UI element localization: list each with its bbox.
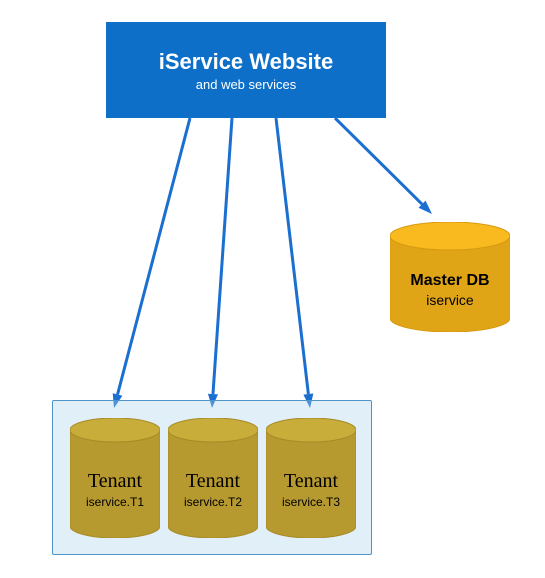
master-db-cylinder: Master DB iservice xyxy=(390,222,510,332)
tenant-subtitle-1: iservice.T1 xyxy=(70,495,160,509)
tenant-subtitle-3: iservice.T3 xyxy=(266,495,356,509)
header-box: iService Website and web services xyxy=(106,22,386,118)
tenant-cylinder-1: Tenant iservice.T1 xyxy=(70,418,160,538)
tenant-cylinder-2: Tenant iservice.T2 xyxy=(168,418,258,538)
tenant-title-2: Tenant xyxy=(168,470,258,493)
header-subtitle: and web services xyxy=(196,77,296,92)
tenant-label-3: Tenant iservice.T3 xyxy=(266,470,356,509)
tenant-title-3: Tenant xyxy=(266,470,356,493)
tenant-title-1: Tenant xyxy=(70,470,160,493)
master-db-label: Master DB iservice xyxy=(390,272,510,308)
master-db-title: Master DB xyxy=(390,272,510,290)
diagram-stage: { "canvas": { "width": 545, "height": 57… xyxy=(0,0,545,578)
tenant-subtitle-2: iservice.T2 xyxy=(168,495,258,509)
tenant-label-1: Tenant iservice.T1 xyxy=(70,470,160,509)
header-title: iService Website xyxy=(159,49,333,75)
tenant-cylinder-3: Tenant iservice.T3 xyxy=(266,418,356,538)
tenant-label-2: Tenant iservice.T2 xyxy=(168,470,258,509)
master-db-subtitle: iservice xyxy=(390,292,510,308)
